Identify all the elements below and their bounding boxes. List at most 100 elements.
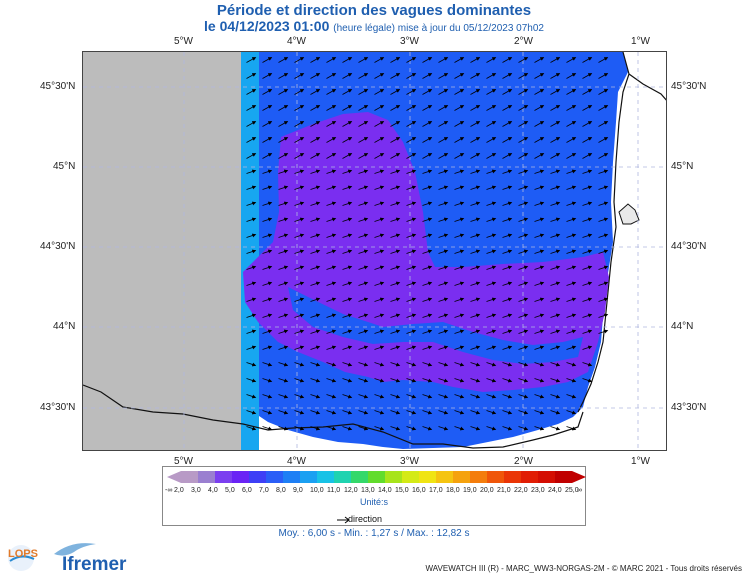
- direction-arrow: [470, 217, 481, 222]
- direction-arrow: [358, 297, 369, 302]
- direction-arrow: [374, 345, 385, 350]
- direction-arrow: [342, 121, 353, 127]
- direction-arrow: [310, 297, 321, 302]
- legend-tick-label: 17,0: [429, 487, 443, 494]
- direction-arrow: [454, 329, 465, 334]
- lat-label-left: 45°30'N: [40, 81, 76, 92]
- direction-arrow: [550, 105, 561, 111]
- direction-arrow: [278, 137, 289, 143]
- direction-arrow: [278, 313, 289, 318]
- legend-swatch: [283, 471, 300, 483]
- legend-swatch: [317, 471, 334, 483]
- direction-arrow: [246, 89, 257, 95]
- direction-arrow: [326, 362, 337, 367]
- direction-arrow: [518, 265, 529, 270]
- direction-arrow: [262, 201, 273, 206]
- legend-tick-label: 23,0: [531, 487, 545, 494]
- direction-arrow: [550, 265, 561, 270]
- direction-arrow: [246, 362, 257, 367]
- direction-arrow: [278, 89, 289, 95]
- direction-arrow: [278, 121, 289, 127]
- direction-arrow: [438, 410, 449, 415]
- direction-arrow: [262, 394, 273, 399]
- direction-arrow: [342, 201, 353, 206]
- legend-tick-label: 6,0: [242, 487, 252, 494]
- direction-arrow: [374, 313, 385, 318]
- direction-arrow: [406, 105, 417, 111]
- lon-label-bottom: 3°W: [400, 456, 419, 467]
- direction-arrow: [390, 410, 401, 415]
- direction-arrow: [278, 153, 289, 159]
- direction-arrow: [566, 265, 577, 270]
- direction-arrow: [518, 57, 529, 63]
- direction-arrow: [278, 185, 289, 190]
- direction-arrow: [374, 426, 385, 431]
- direction-arrow: [502, 378, 513, 383]
- direction-arrow: [582, 105, 593, 111]
- direction-arrow: [502, 137, 513, 143]
- direction-arrow: [454, 73, 465, 79]
- direction-arrow: [246, 105, 257, 111]
- coast-east: [577, 52, 666, 413]
- direction-arrow: [550, 121, 561, 127]
- direction-arrow: [342, 89, 353, 95]
- legend-tick-label: 25,0: [565, 487, 579, 494]
- direction-arrow: [422, 105, 433, 111]
- direction-arrow: [294, 394, 305, 399]
- legend-swatch: [538, 471, 555, 483]
- direction-arrow: [518, 426, 529, 431]
- direction-arrow: [550, 281, 561, 286]
- direction-arrow: [518, 394, 529, 399]
- direction-arrow: [406, 313, 417, 318]
- direction-arrow: [294, 201, 305, 206]
- direction-arrow: [566, 410, 577, 415]
- direction-arrow: [390, 329, 401, 334]
- direction-arrow: [310, 201, 321, 206]
- direction-arrow: [438, 121, 449, 127]
- direction-arrow: [598, 57, 609, 63]
- direction-arrow: [278, 329, 289, 334]
- direction-arrow: [342, 57, 353, 63]
- direction-arrow: [294, 410, 305, 415]
- direction-arrow: [550, 73, 561, 79]
- direction-arrow: [310, 249, 321, 254]
- legend-swatch: [385, 471, 402, 483]
- direction-arrow: [486, 378, 497, 383]
- direction-arrow: [518, 249, 529, 254]
- direction-arrow: [582, 362, 593, 367]
- direction-arrow: [246, 297, 257, 302]
- direction-arrow: [294, 169, 305, 174]
- direction-arrow: [582, 73, 593, 79]
- legend-swatch: [181, 471, 198, 483]
- direction-arrow: [406, 89, 417, 95]
- direction-arrow: [358, 169, 369, 174]
- direction-arrow: [534, 265, 545, 270]
- direction-arrow: [534, 217, 545, 222]
- direction-arrow: [326, 73, 337, 79]
- lon-label-top: 3°W: [400, 36, 419, 47]
- legend-swatch: [232, 471, 249, 483]
- direction-arrow: [374, 394, 385, 399]
- direction-arrow: [438, 265, 449, 270]
- direction-arrow: [438, 362, 449, 367]
- direction-arrow: [310, 217, 321, 222]
- direction-arrow: [390, 169, 401, 174]
- direction-arrow: [598, 137, 609, 143]
- direction-arrow: [406, 57, 417, 63]
- map-panel[interactable]: [82, 51, 667, 451]
- direction-arrow: [550, 89, 561, 95]
- direction-arrow: [342, 345, 353, 350]
- direction-arrow: [566, 249, 577, 254]
- direction-arrow: [390, 73, 401, 79]
- direction-arrow: [326, 394, 337, 399]
- direction-arrow: [310, 426, 321, 431]
- direction-arrow: [342, 217, 353, 222]
- direction-arrow: [390, 249, 401, 254]
- direction-arrow: [438, 57, 449, 63]
- direction-arrow: [310, 329, 321, 334]
- direction-arrow: [342, 394, 353, 399]
- direction-arrow: [502, 426, 513, 431]
- direction-arrow: [550, 185, 561, 190]
- direction-arrow: [310, 137, 321, 143]
- legend-swatch: [419, 471, 436, 483]
